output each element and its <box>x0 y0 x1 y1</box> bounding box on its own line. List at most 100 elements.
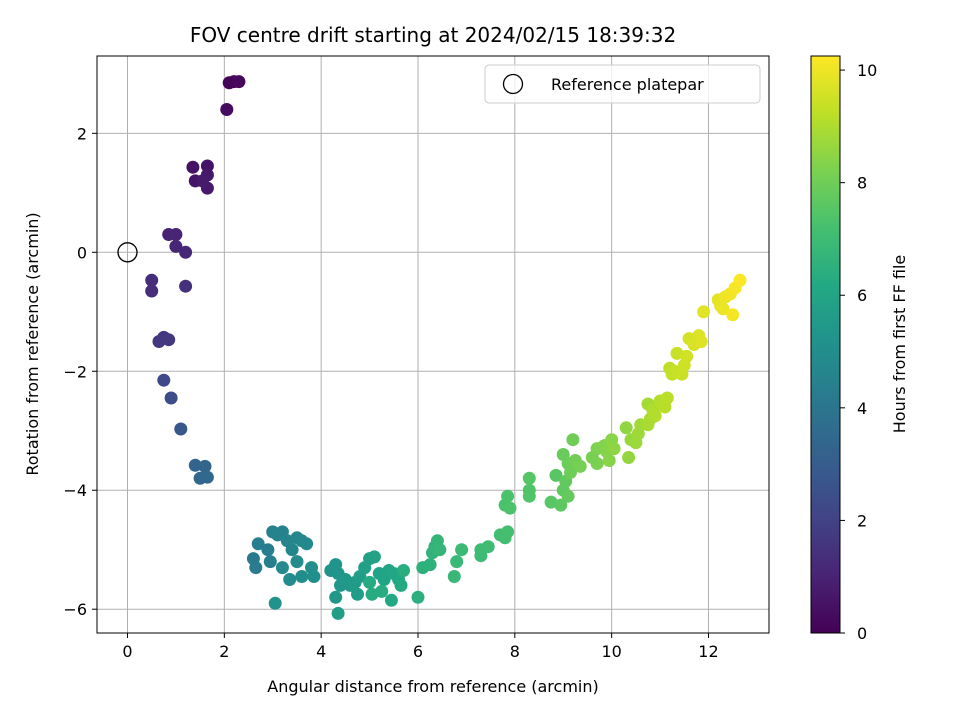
data-point <box>285 543 299 557</box>
reference-marker-layer <box>117 242 138 263</box>
colorbar-ticks: 0 2 4 6 8 10 <box>840 61 877 643</box>
data-point <box>590 457 604 470</box>
data-point <box>198 459 212 473</box>
colorbar-tick-label: 6 <box>857 286 867 305</box>
data-point <box>263 555 277 569</box>
data-point <box>251 537 265 551</box>
data-point <box>622 451 636 464</box>
data-point <box>447 570 461 583</box>
legend-entry-reference-platepar: Reference platepar <box>551 75 704 94</box>
data-point <box>549 468 563 482</box>
data-point <box>455 543 469 557</box>
data-point <box>602 454 616 467</box>
data-point <box>554 498 568 512</box>
data-point <box>501 525 515 539</box>
legend: Reference platepar <box>484 64 761 104</box>
x-tick-label: 6 <box>413 642 423 661</box>
data-point <box>411 590 425 604</box>
data-point <box>249 561 263 575</box>
x-tick-label: 8 <box>510 642 520 661</box>
data-point <box>169 239 183 253</box>
data-point <box>573 459 587 473</box>
data-point <box>423 558 437 572</box>
data-point <box>186 160 200 174</box>
data-point <box>300 537 314 551</box>
data-point <box>200 470 214 484</box>
data-point <box>188 458 202 472</box>
data-point <box>561 489 575 503</box>
x-axis-label: Angular distance from reference (arcmin) <box>267 677 598 696</box>
data-point <box>697 305 711 319</box>
y-axis-ticks: −6 −4 −2 0 2 <box>63 124 97 619</box>
data-point <box>261 543 275 557</box>
plot-frame <box>96 55 770 634</box>
data-point <box>174 422 188 436</box>
data-point <box>564 465 577 479</box>
data-point <box>384 593 398 607</box>
data-point <box>200 159 214 173</box>
x-tick-label: 4 <box>316 642 326 661</box>
data-point <box>716 302 730 316</box>
data-point <box>619 421 633 435</box>
data-point <box>375 584 389 598</box>
data-point <box>660 391 674 405</box>
data-point <box>433 543 447 557</box>
data-point <box>169 228 183 241</box>
x-tick-label: 10 <box>601 642 621 661</box>
data-point <box>503 501 517 515</box>
y-tick-label: −4 <box>63 481 87 500</box>
data-point <box>145 284 159 298</box>
x-axis-ticks: 0 2 4 6 8 10 12 <box>122 633 719 661</box>
x-tick-label: 12 <box>698 642 718 661</box>
colorbar-label: Hours from first FF file <box>890 255 909 434</box>
colorbar-tick-label: 0 <box>857 624 867 643</box>
data-point <box>501 489 515 503</box>
y-axis-label: Rotation from reference (arcmin) <box>23 212 42 475</box>
data-point <box>295 570 309 583</box>
data-point <box>164 391 178 405</box>
data-point <box>290 555 304 569</box>
data-point <box>481 540 495 554</box>
data-point <box>394 578 408 592</box>
colorbar-tick-label: 10 <box>857 61 877 80</box>
data-points <box>145 75 747 620</box>
data-point <box>363 575 377 589</box>
data-point <box>331 606 345 620</box>
colorbar-tick-label: 8 <box>857 174 867 193</box>
colorbar-tick-label: 2 <box>857 511 867 530</box>
y-tick-label: 2 <box>77 124 87 143</box>
data-point <box>145 273 159 287</box>
reference-platepar-marker <box>117 242 138 263</box>
data-point <box>648 409 662 423</box>
data-point <box>157 373 171 387</box>
data-point <box>283 573 297 586</box>
y-tick-label: −2 <box>63 362 87 381</box>
data-point <box>397 564 410 577</box>
data-point <box>268 596 282 610</box>
data-point <box>179 279 193 293</box>
data-point <box>220 103 234 116</box>
data-point <box>522 471 536 485</box>
data-point <box>680 349 694 363</box>
data-point <box>694 335 708 348</box>
data-point <box>607 442 621 456</box>
data-point <box>733 273 747 287</box>
y-tick-label: −6 <box>63 600 87 619</box>
data-point <box>196 174 209 188</box>
chart-title: FOV centre drift starting at 2024/02/15 … <box>190 23 676 47</box>
data-point <box>351 587 364 601</box>
x-tick-label: 0 <box>122 642 132 661</box>
data-point <box>726 308 740 322</box>
data-point <box>450 555 464 569</box>
data-point <box>307 570 321 583</box>
data-point <box>566 433 580 447</box>
grid-lines <box>97 56 769 633</box>
x-tick-label: 2 <box>219 642 229 661</box>
colorbar <box>810 55 841 634</box>
data-point <box>179 245 193 259</box>
data-point <box>232 75 246 89</box>
colorbar-tick-label: 4 <box>857 399 867 418</box>
y-tick-label: 0 <box>77 243 87 262</box>
data-point <box>275 561 289 575</box>
